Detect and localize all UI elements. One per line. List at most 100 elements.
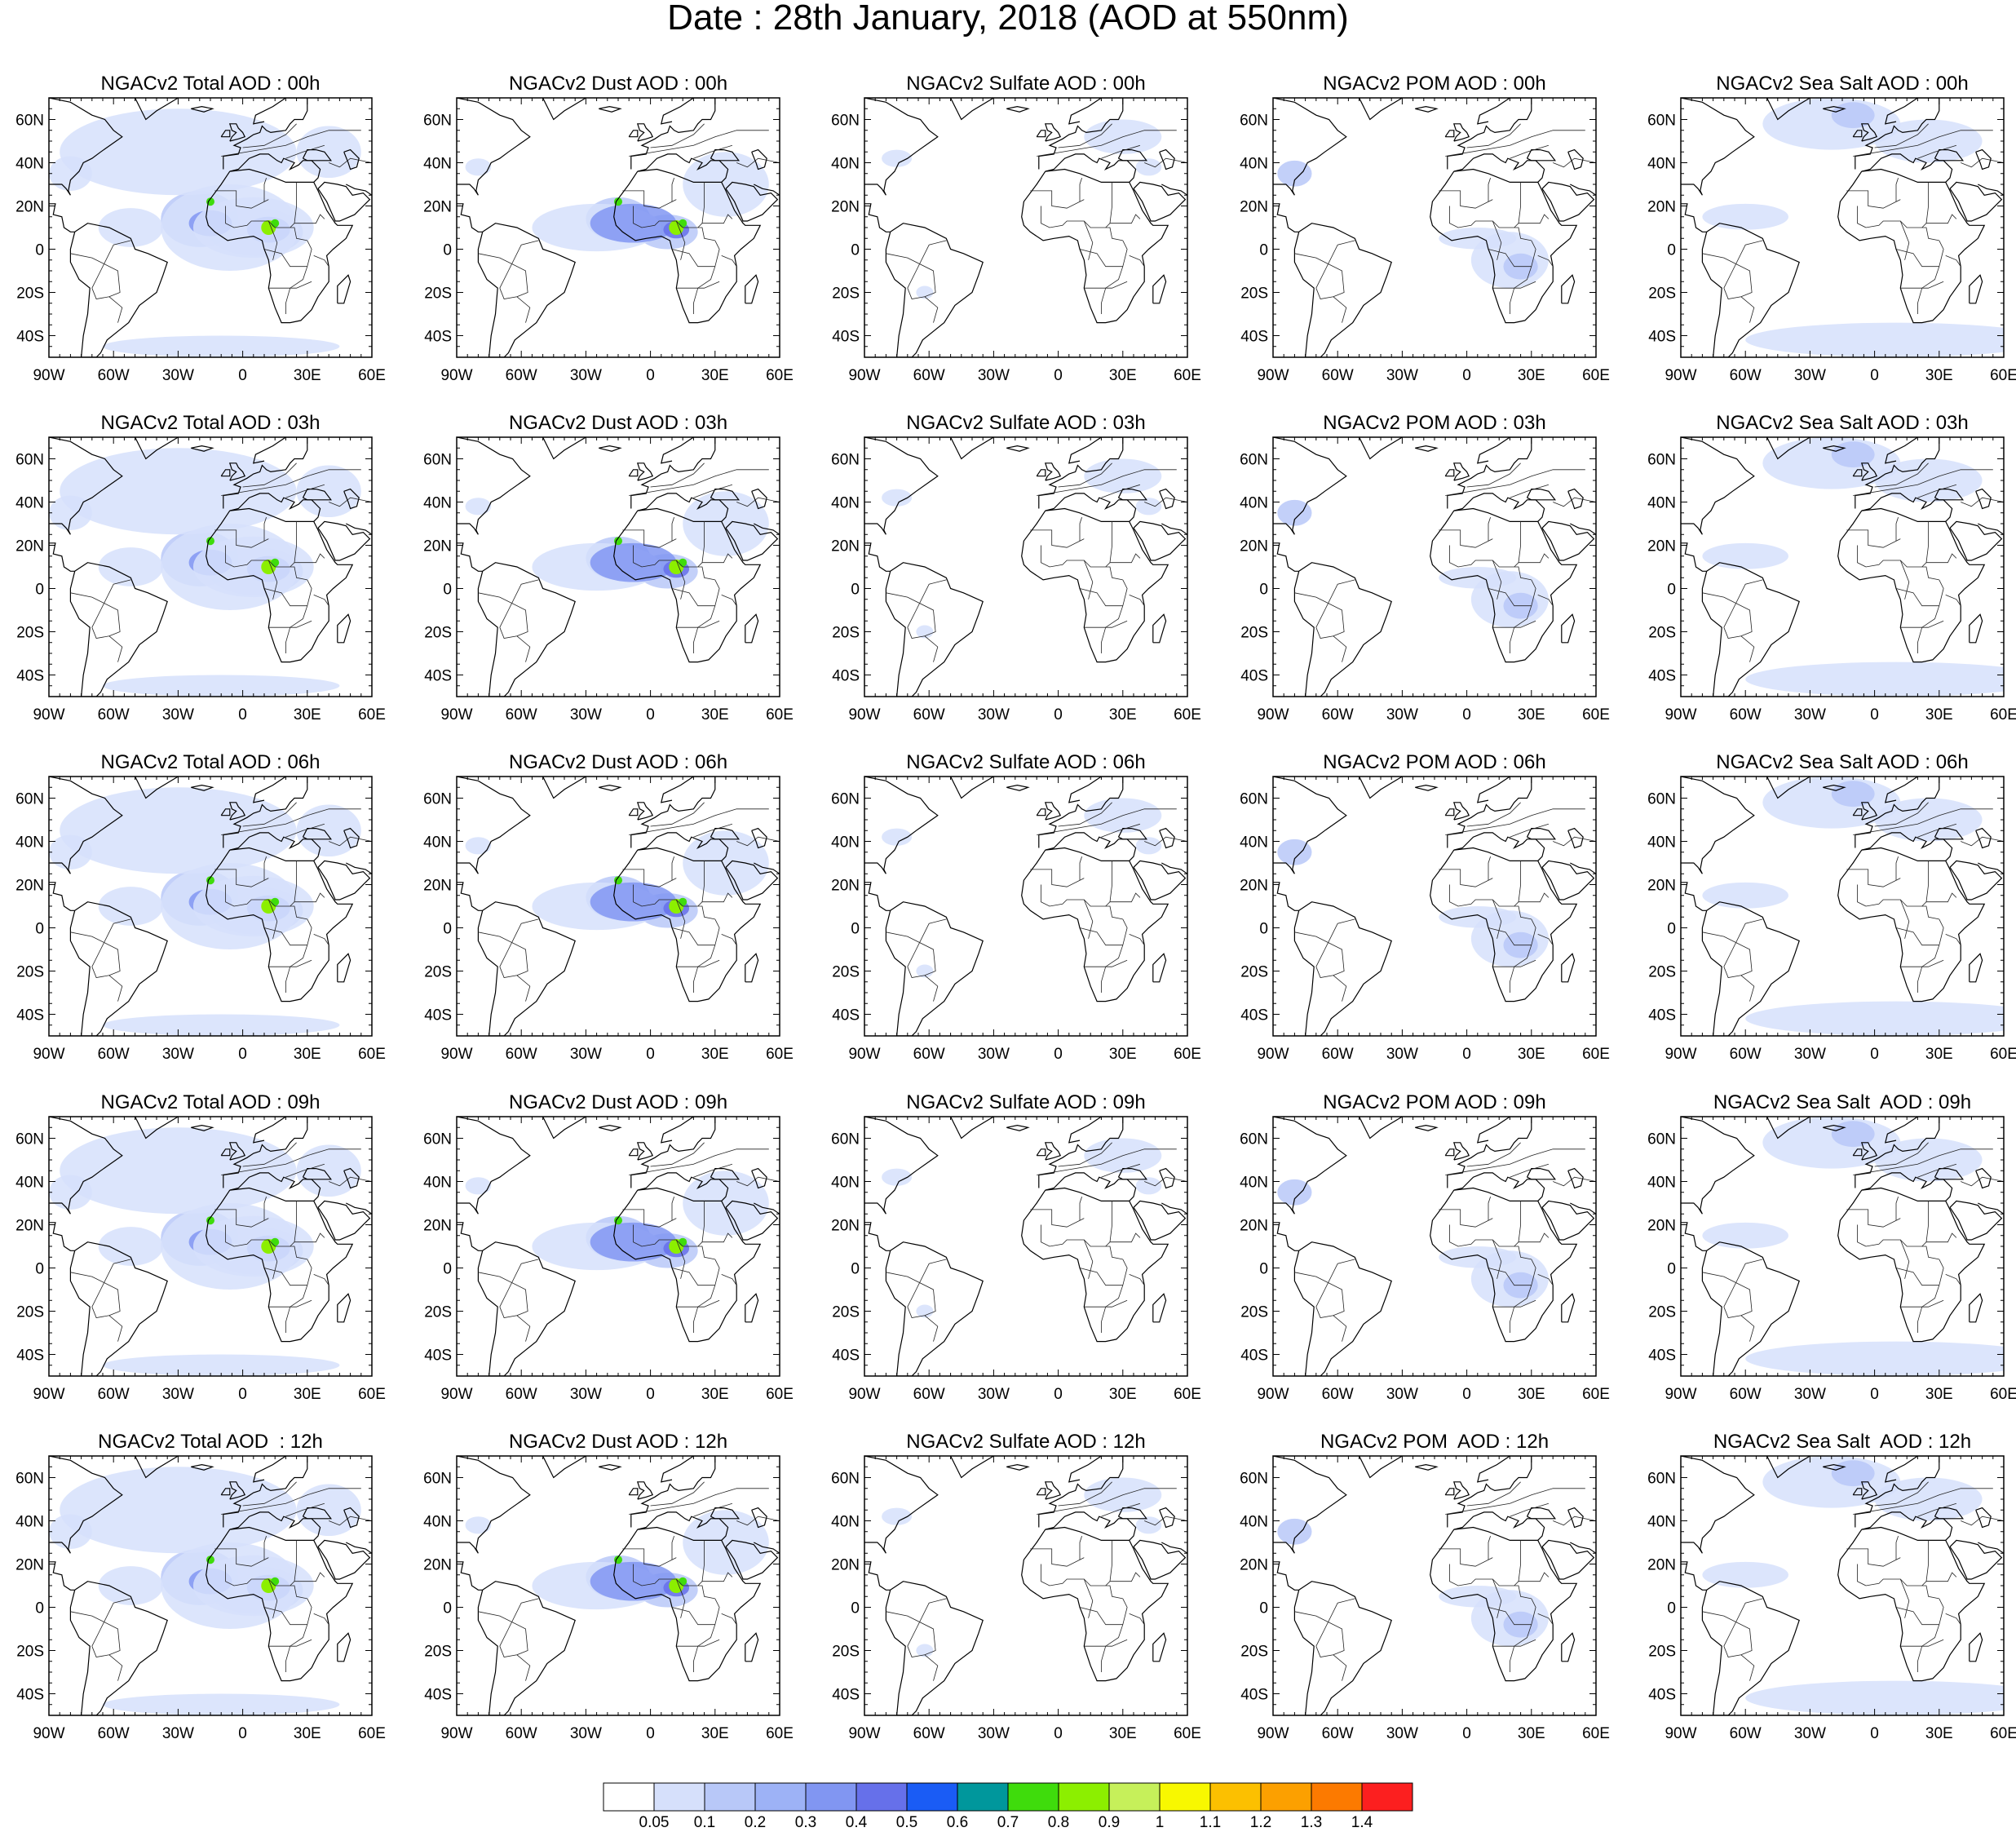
country-border: [1917, 484, 1957, 498]
country-border: [267, 560, 278, 600]
y-tick-label: 60N: [831, 1131, 860, 1148]
aod-field-shading: [49, 156, 92, 191]
x-tick-label: 60W: [1322, 1725, 1354, 1742]
country-border: [1315, 240, 1355, 289]
country-border: [1466, 1481, 1521, 1507]
y-tick-label: 40N: [15, 156, 44, 173]
y-tick-label: 0: [443, 242, 452, 259]
country-border: [1079, 1535, 1082, 1560]
country-border: [1846, 1548, 1901, 1567]
country-border: [1439, 190, 1493, 209]
coastline: [1681, 1222, 1707, 1251]
x-tick-label: 30W: [162, 1725, 194, 1742]
y-tick-label: 20S: [1648, 285, 1676, 303]
coastline: [1415, 1124, 1439, 1131]
coastline: [69, 1581, 168, 1715]
coastline: [864, 777, 939, 874]
aod-field-shading: [882, 489, 913, 507]
aod-field-shading: [296, 126, 361, 179]
y-tick-label: 0: [1259, 242, 1268, 259]
x-tick-label: 60E: [1990, 1386, 2016, 1403]
y-tick-label: 40S: [16, 1007, 44, 1024]
map-panel: NGACv2 Dust AOD : 09h 90W 60W 30W 0 30E 60E 60N…: [408, 1091, 816, 1425]
coastline: [1044, 123, 1062, 142]
coastline: [885, 1581, 984, 1715]
map-plot: 90W 60W 30W 0 30E 60E 60N 40N 20N 0 20S 40S: [15, 436, 386, 724]
coastline: [1036, 130, 1046, 138]
panel-title: NGACv2 POM AOD : 03h: [1323, 412, 1546, 434]
country-border: [1030, 529, 1085, 548]
aod-field-shading: [1745, 322, 2004, 357]
x-tick-label: 60W: [913, 706, 945, 724]
coastline: [49, 1456, 123, 1554]
country-border: [1084, 1639, 1128, 1647]
coastline: [1038, 437, 1124, 509]
country-border: [1945, 255, 1961, 267]
country-border: [285, 1163, 325, 1178]
country-border: [1445, 1148, 1585, 1175]
x-tick-label: 60E: [358, 1046, 386, 1063]
country-border: [697, 521, 705, 568]
coastline: [457, 777, 531, 874]
x-tick-label: 60E: [766, 1046, 794, 1063]
coastline: [754, 862, 780, 874]
country-border: [650, 123, 705, 148]
country-border: [499, 240, 539, 289]
x-tick-label: 30E: [294, 1046, 321, 1063]
x-tick-label: 30E: [701, 706, 729, 724]
coastline: [1133, 1539, 1187, 1580]
coastline: [636, 1142, 654, 1161]
coastline: [1852, 1148, 1863, 1157]
aod-field-shading: [296, 465, 361, 518]
coastline: [725, 520, 779, 561]
y-tick-label: 60N: [1240, 452, 1268, 469]
map-plot: 90W 60W 30W 0 30E 60E 60N 40N 20N 0 20S 40S: [831, 97, 1201, 384]
y-tick-label: 20N: [831, 1218, 860, 1235]
coastline: [1159, 488, 1175, 510]
coastline: [599, 1124, 622, 1131]
coastline: [457, 437, 531, 535]
y-tick-label: 40N: [15, 495, 44, 512]
coastline: [1430, 1526, 1578, 1682]
coastline: [1561, 613, 1576, 644]
country-border: [1488, 1196, 1491, 1221]
map-panel: NGACv2 POM AOD : 06h 90W 60W 30W 0 30E 60E 60N 4…: [1224, 750, 1632, 1085]
coastline: [1044, 1142, 1062, 1161]
panel-title: NGACv2 POM AOD : 06h: [1323, 751, 1546, 773]
x-tick-label: 0: [1462, 1725, 1471, 1742]
country-border: [1105, 1540, 1113, 1586]
coastline: [754, 1202, 780, 1215]
country-border: [1895, 1196, 1899, 1221]
coastline: [1681, 777, 1755, 874]
country-border: [329, 497, 372, 507]
coastline: [1273, 882, 1299, 911]
country-border: [1895, 927, 1939, 946]
coastline: [1038, 1117, 1124, 1188]
coastline: [220, 1148, 231, 1157]
x-tick-label: 60E: [766, 1725, 794, 1742]
x-tick-label: 0: [1870, 1725, 1879, 1742]
panel-title: NGACv2 Sea Salt AOD : 12h: [1713, 1431, 1972, 1453]
country-border: [242, 123, 297, 148]
country-border: [214, 1209, 269, 1228]
y-tick-label: 40S: [424, 1347, 452, 1365]
x-tick-label: 30E: [1518, 1046, 1545, 1063]
country-border: [516, 635, 531, 662]
map-panel: NGACv2 Sea Salt AOD : 06h 90W 60W 30W 0 30E 60…: [1632, 750, 2016, 1085]
coastline: [1969, 274, 1983, 304]
country-border: [1449, 1224, 1532, 1260]
country-border: [1895, 856, 1899, 881]
y-tick-label: 40S: [1240, 1687, 1268, 1704]
coastline: [457, 1222, 483, 1251]
country-border: [1899, 560, 1910, 600]
country-border: [1492, 1299, 1536, 1308]
x-tick-label: 90W: [440, 1725, 472, 1742]
coastline: [223, 437, 308, 509]
coastline: [317, 1200, 371, 1241]
coastline: [630, 98, 716, 170]
country-border: [692, 1598, 720, 1672]
coastline: [1860, 1481, 1878, 1500]
x-tick-label: 90W: [1665, 1725, 1696, 1742]
colorbar-swatch: [1311, 1782, 1363, 1812]
x-tick-label: 0: [646, 706, 655, 724]
